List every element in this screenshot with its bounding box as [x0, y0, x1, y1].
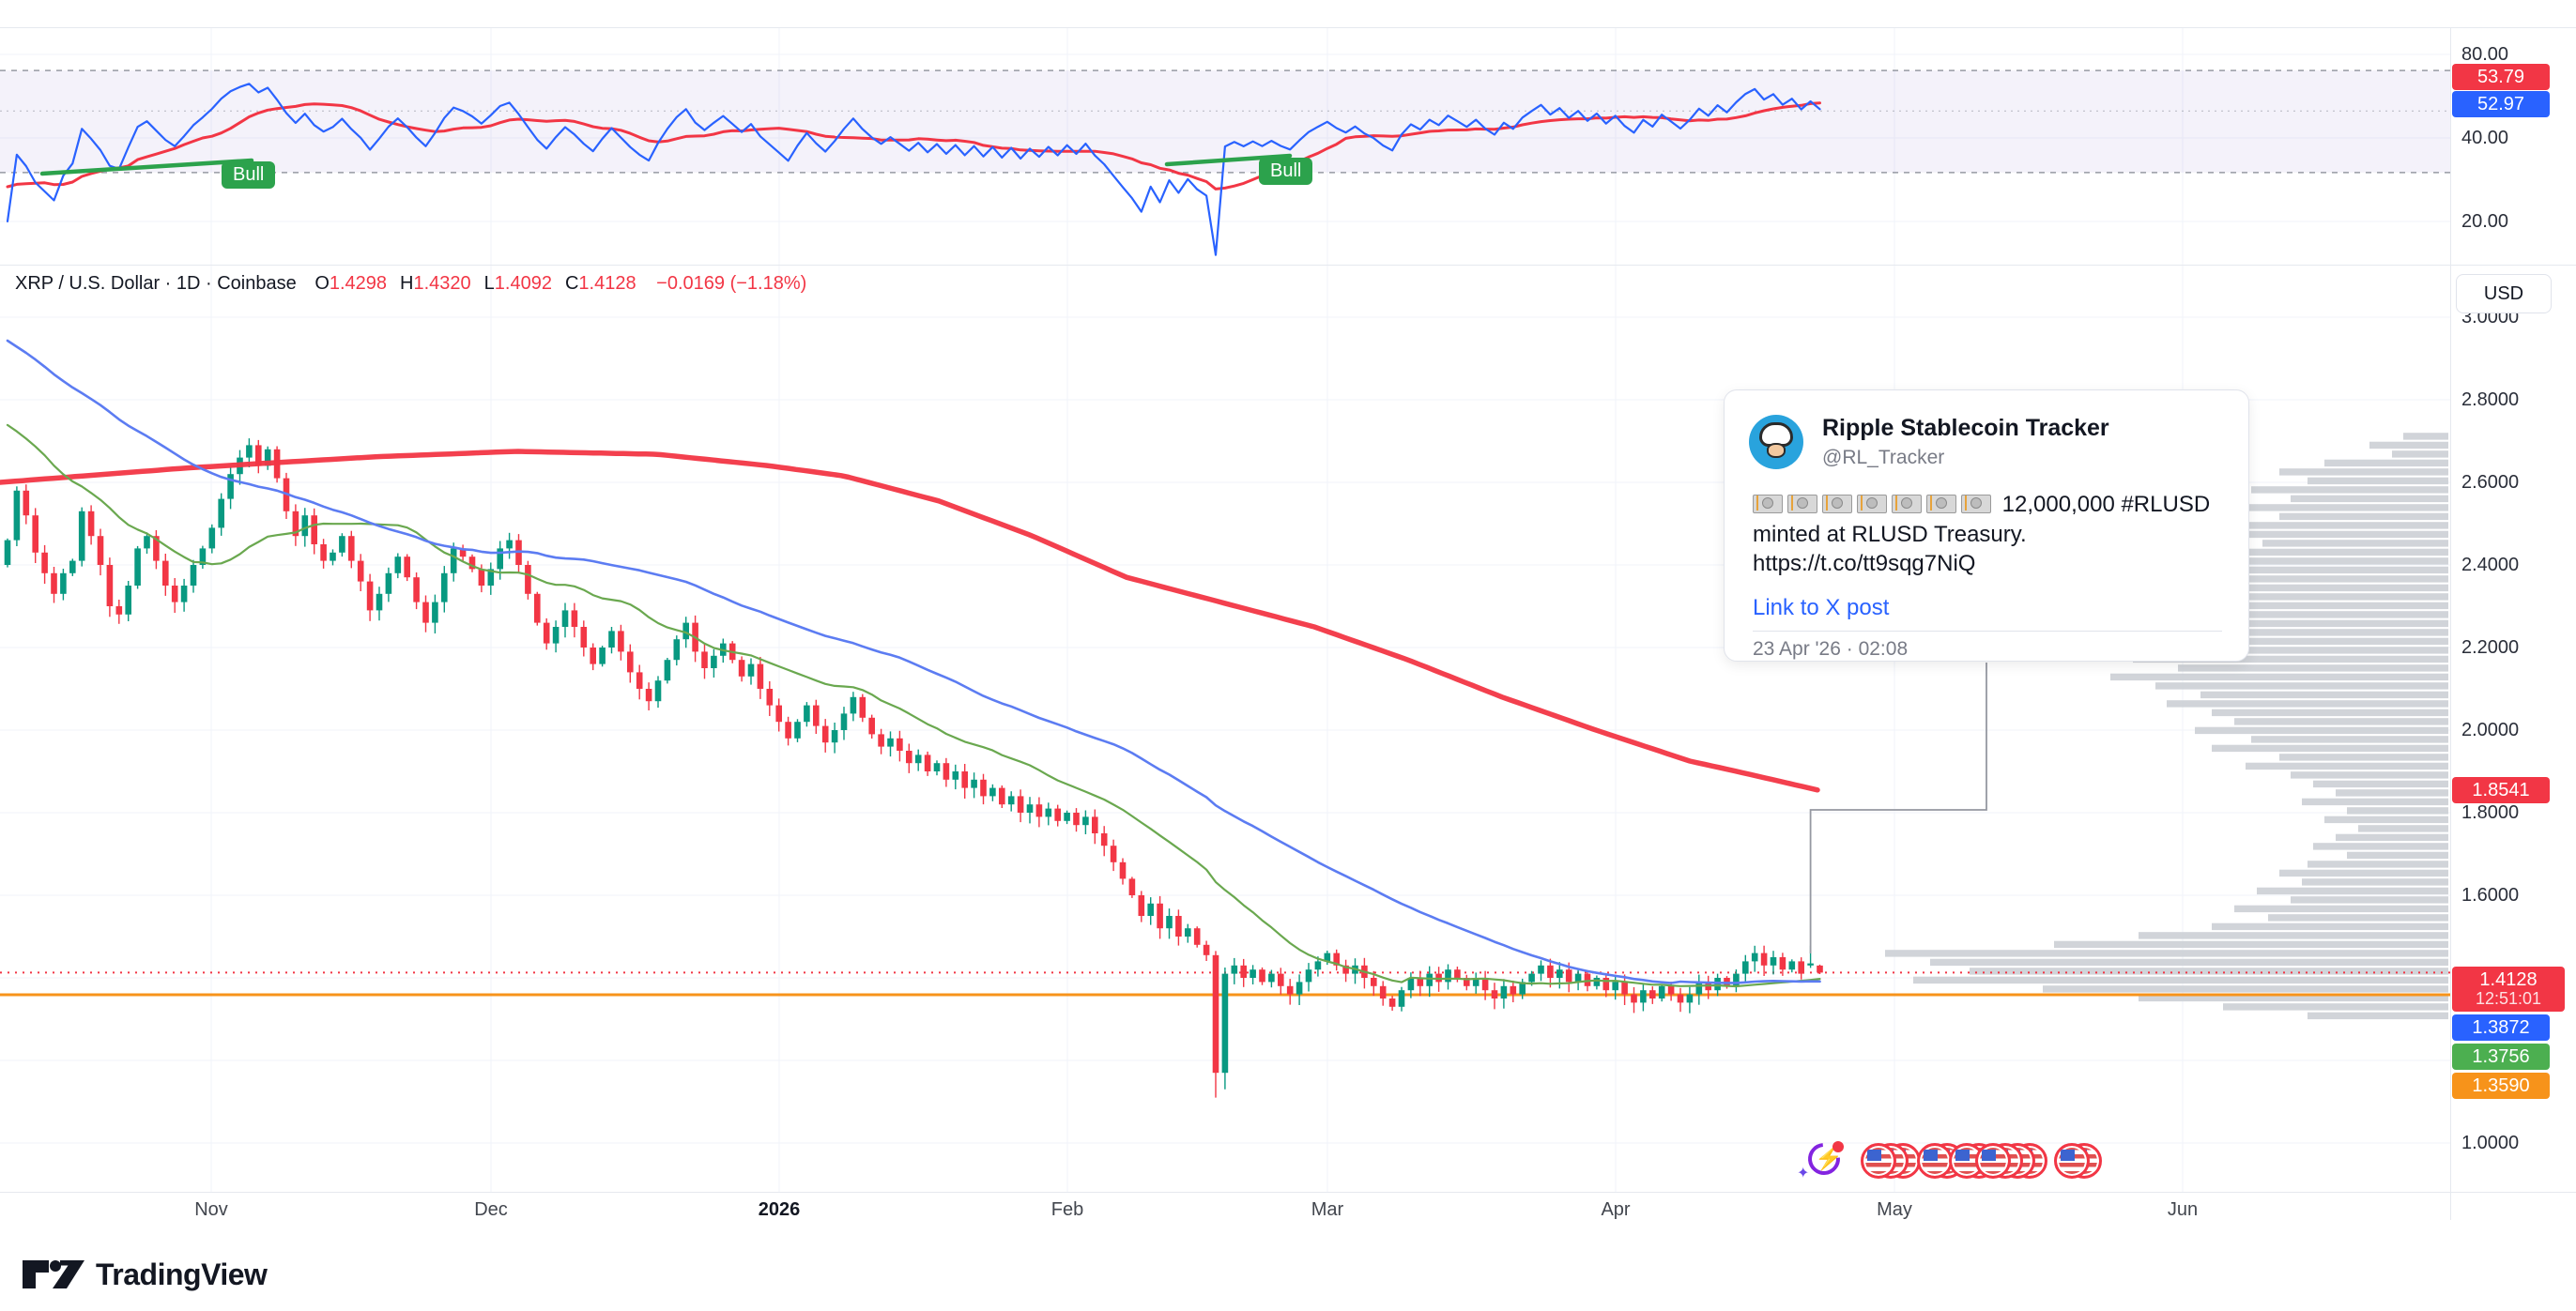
- bull-badge: Bull: [222, 161, 276, 189]
- time-axis-label: May: [1877, 1199, 1912, 1220]
- notification-dot: [1832, 1141, 1844, 1152]
- tradingview-logo[interactable]: TradingView: [23, 1256, 268, 1293]
- price-axis-tick: 1.8000: [2461, 802, 2520, 823]
- ma-price-badge: 1.8541: [2452, 777, 2550, 803]
- brand-text: TradingView: [96, 1257, 268, 1291]
- banknote-icon: [1822, 495, 1852, 513]
- tooltip-body-text: 12,000,000 #RLUSD minted at RLUSD Treasu…: [1753, 492, 2211, 547]
- us-flag-event-icon[interactable]: [1861, 1143, 1896, 1179]
- price-badge: 1.4128 12:51:01: [2452, 967, 2565, 1012]
- tooltip-body-url: https://t.co/tt9sqg7NiQ: [1753, 551, 1976, 577]
- ohlc-key: L: [483, 273, 495, 294]
- ai-event-icon[interactable]: ⚡ ✦: [1797, 1136, 1847, 1182]
- avatar-shape: [1759, 422, 1793, 447]
- price-badge: 1.3590: [2452, 1073, 2550, 1099]
- banknote-icon: [1753, 495, 1783, 513]
- rsi-value-badge: 52.97: [2452, 91, 2550, 117]
- title-bar: [0, 0, 2576, 28]
- banknote-icon: [1961, 495, 1991, 513]
- tooltip-divider: [1753, 631, 2222, 632]
- price-axis-tick: 1.6000: [2461, 885, 2520, 906]
- rsi-axis-tick: 80.00: [2461, 44, 2509, 65]
- us-flag-event-icon[interactable]: [2054, 1143, 2090, 1179]
- ohlc-key: O: [314, 273, 330, 294]
- time-axis-label: Feb: [1050, 1199, 1084, 1220]
- price-badge: 1.3756: [2452, 1044, 2550, 1070]
- time-axis-label: Mar: [1311, 1199, 1344, 1220]
- currency-toggle-button[interactable]: USD: [2456, 274, 2552, 313]
- ohlc-key: H: [400, 273, 414, 294]
- price-badge-countdown: 12:51:01: [2475, 989, 2542, 1009]
- symbol-legend[interactable]: XRP / U.S. Dollar · 1D · Coinbase O1.429…: [15, 273, 806, 295]
- price-axis-tick: 2.6000: [2461, 472, 2520, 493]
- change-value: −0.0169 (−1.18%): [656, 273, 807, 294]
- time-axis-label: Apr: [1601, 1199, 1631, 1220]
- ohlc-value: 1.4092: [494, 273, 552, 294]
- tooltip-body: 12,000,000 #RLUSD minted at RLUSD Treasu…: [1753, 490, 2222, 579]
- sparkle-icon: ✦: [1797, 1166, 1810, 1181]
- price-badge: 1.3872: [2452, 1014, 2550, 1041]
- tradingview-mark-icon: [23, 1260, 84, 1288]
- news-tooltip[interactable]: Ripple Stablecoin Tracker @RL_Tracker 12…: [1724, 389, 2249, 662]
- symbol-title: XRP / U.S. Dollar · 1D · Coinbase: [15, 273, 297, 294]
- ohlc-value: 1.4298: [329, 273, 388, 294]
- price-badge-value: 1.4128: [2479, 969, 2538, 991]
- price-axis-tick: 2.2000: [2461, 637, 2520, 658]
- banknote-icon: [1787, 495, 1817, 513]
- us-flag-event-icon[interactable]: [1975, 1143, 2011, 1179]
- avatar-shape: [1767, 443, 1786, 458]
- price-badge-value: 1.3590: [2472, 1075, 2530, 1096]
- tooltip-author-name: Ripple Stablecoin Tracker: [1822, 415, 2109, 441]
- price-axis-tick: 1.0000: [2461, 1133, 2520, 1153]
- banknote-icon: [1926, 495, 1956, 513]
- panel-separator: [0, 265, 2576, 266]
- tooltip-timestamp: 23 Apr '26 · 02:08: [1753, 638, 1909, 660]
- rsi-axis-tick: 20.00: [2461, 211, 2509, 232]
- tooltip-author-handle: @RL_Tracker: [1822, 447, 1945, 468]
- time-axis-border: [0, 1192, 2576, 1193]
- ohlc-value: 1.4128: [578, 273, 636, 294]
- time-axis-label: Nov: [194, 1199, 228, 1220]
- price-axis-tick: 2.8000: [2461, 389, 2520, 410]
- price-axis-tick: 2.4000: [2461, 555, 2520, 575]
- avatar: [1749, 415, 1803, 469]
- x-post-link[interactable]: Link to X post: [1753, 595, 1890, 620]
- price-axis-border: [2450, 27, 2451, 1220]
- banknote-icon: [1892, 495, 1922, 513]
- time-axis-label: Jun: [2167, 1199, 2199, 1220]
- time-axis-label: 2026: [758, 1199, 801, 1220]
- ohlc-key: C: [564, 273, 579, 294]
- price-axis-tick: 2.0000: [2461, 720, 2520, 740]
- time-axis-label: Dec: [474, 1199, 508, 1220]
- us-flag-event-icon[interactable]: [1917, 1143, 1953, 1179]
- banknote-icons: [1753, 492, 1996, 517]
- ohlc-values: O1.4298 H1.4320 L1.4092 C1.4128: [301, 273, 636, 294]
- bull-badge: Bull: [1259, 158, 1313, 185]
- rsi-value-badge: 53.79: [2452, 64, 2550, 90]
- banknote-icon: [1857, 495, 1887, 513]
- ohlc-value: 1.4320: [413, 273, 471, 294]
- price-badge-value: 1.3872: [2472, 1016, 2530, 1038]
- price-badge-value: 1.3756: [2472, 1045, 2530, 1067]
- rsi-axis-tick: 40.00: [2461, 128, 2509, 148]
